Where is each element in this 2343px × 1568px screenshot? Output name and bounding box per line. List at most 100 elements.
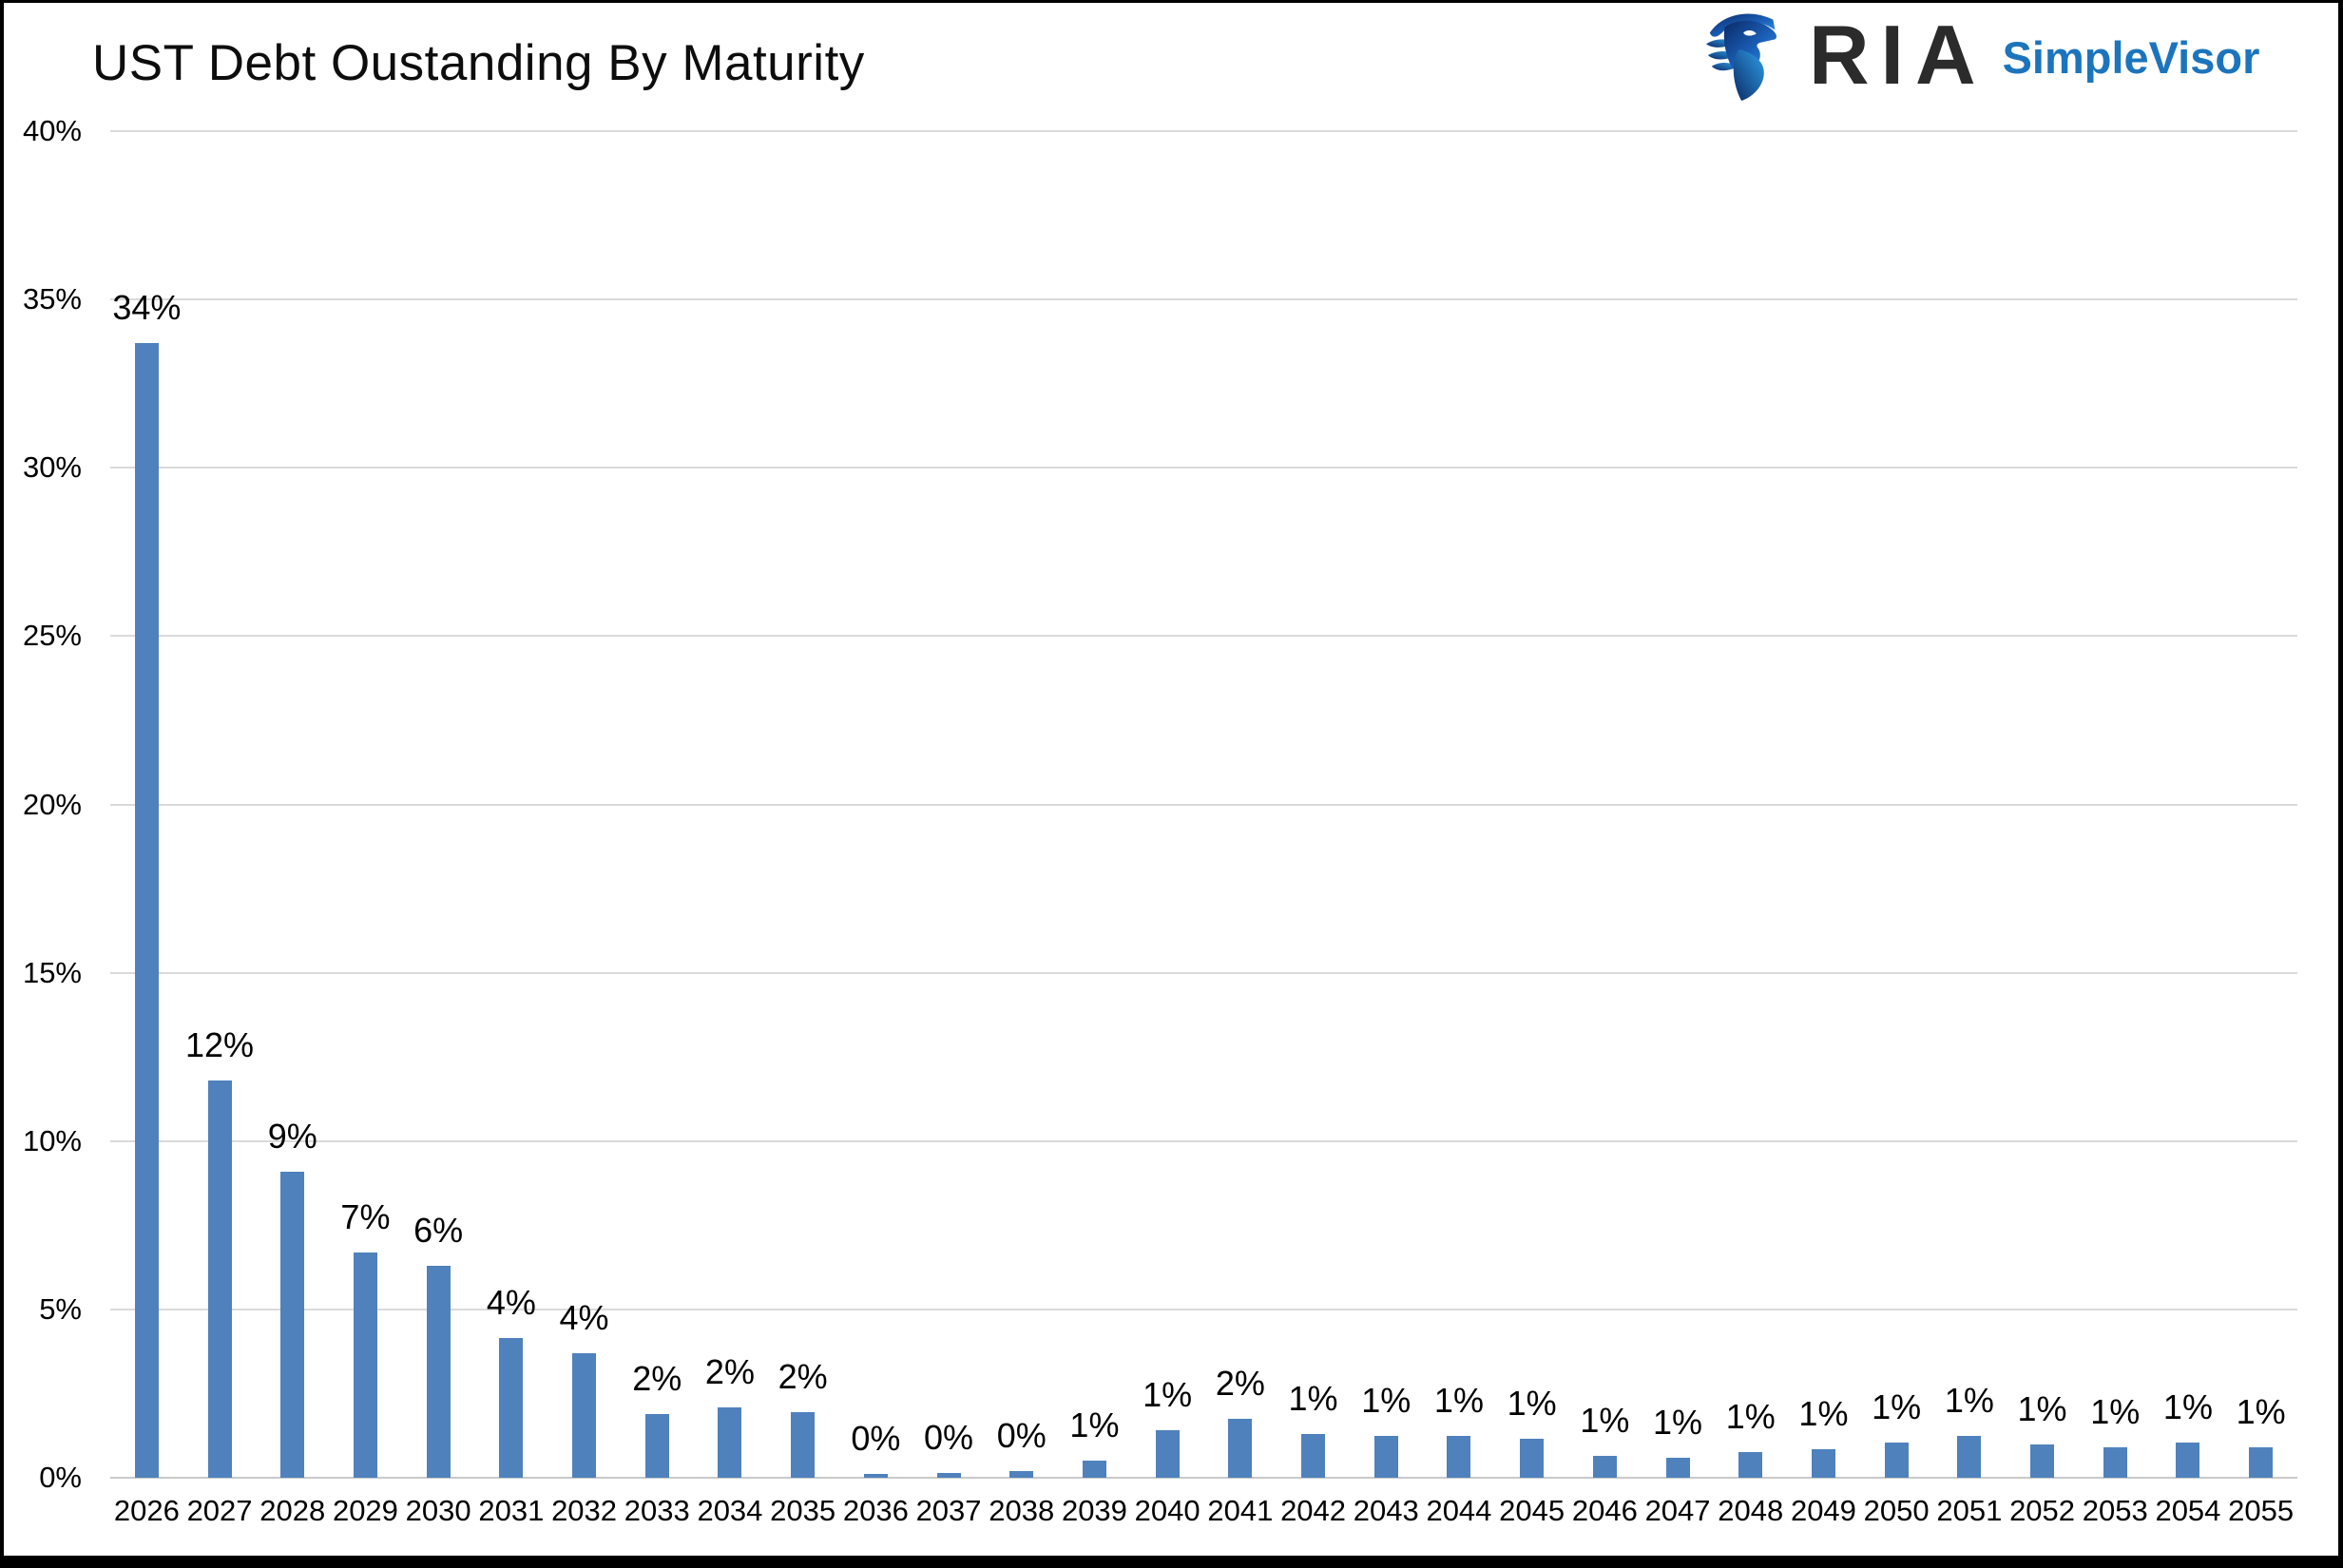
bar-value-label-2050: 1% — [1872, 1386, 1922, 1426]
gridline-40% — [110, 130, 2297, 132]
bar-value-label-2026: 34% — [112, 288, 182, 328]
bar-value-label-2040: 1% — [1143, 1375, 1193, 1415]
y-tick-40%: 40% — [22, 114, 82, 147]
bar-2034 — [718, 1406, 742, 1478]
x-tick-2053: 2053 — [2082, 1494, 2148, 1527]
y-axis-labels: 0% 5% 10% 15% 20% 25% 30% 35% 40% — [0, 114, 89, 1494]
x-tick-2051: 2051 — [1936, 1494, 2003, 1527]
bar-2040 — [1155, 1430, 1180, 1478]
bar-value-label-2054: 1% — [2162, 1386, 2213, 1426]
x-tick-2048: 2048 — [1718, 1494, 1784, 1527]
bar-2026 — [134, 343, 159, 1478]
chart-title: UST Debt Oustanding By Maturity — [92, 35, 865, 91]
bar-value-label-2052: 1% — [2017, 1388, 2067, 1428]
x-tick-2049: 2049 — [1790, 1494, 1856, 1527]
bar-value-label-2051: 1% — [1944, 1380, 1994, 1420]
x-tick-2042: 2042 — [1280, 1494, 1347, 1527]
bar-value-label-2045: 1% — [1507, 1384, 1557, 1424]
x-tick-2030: 2030 — [405, 1494, 471, 1527]
x-tick-2044: 2044 — [1426, 1494, 1492, 1527]
bar-2033 — [644, 1413, 669, 1478]
bar-value-label-2048: 1% — [1725, 1397, 1776, 1437]
bar-2036 — [863, 1474, 888, 1478]
x-tick-2052: 2052 — [2009, 1494, 2076, 1527]
bar-value-label-2049: 1% — [1798, 1393, 1849, 1433]
bar-value-label-2032: 4% — [559, 1297, 609, 1337]
gridline-5% — [110, 1308, 2297, 1310]
bar-value-label-2038: 0% — [996, 1415, 1047, 1455]
x-tick-2037: 2037 — [915, 1494, 982, 1527]
x-tick-2050: 2050 — [1863, 1494, 1930, 1527]
bar-value-label-2055: 1% — [2236, 1392, 2286, 1432]
gridline-10% — [110, 1139, 2297, 1142]
bar-value-label-2042: 1% — [1288, 1378, 1338, 1418]
bar-value-label-2028: 9% — [267, 1116, 317, 1156]
x-tick-2028: 2028 — [259, 1494, 326, 1527]
gridline-0% — [110, 1477, 2297, 1479]
x-tick-2036: 2036 — [842, 1494, 909, 1527]
x-tick-2043: 2043 — [1353, 1494, 1419, 1527]
x-tick-2027: 2027 — [186, 1494, 253, 1527]
y-tick-25%: 25% — [22, 619, 82, 653]
gridline-20% — [110, 803, 2297, 806]
x-tick-2033: 2033 — [624, 1494, 690, 1527]
bar-2049 — [1811, 1448, 1835, 1478]
bar-2030 — [426, 1265, 451, 1478]
gridline-30% — [110, 467, 2297, 469]
bar-2054 — [2176, 1442, 2200, 1478]
bar-2050 — [1884, 1442, 1909, 1478]
ria-logo-text: RIA — [1809, 8, 1988, 102]
bar-2039 — [1082, 1461, 1106, 1478]
plot-area: 34% 12% 9% 7% 6% 4% 4% 2% 2% 2% 0% 0% 0% 1% 1% 2% 1% 1% 1%… — [110, 130, 2297, 1479]
bar-2032 — [572, 1352, 597, 1478]
x-tick-2032: 2032 — [551, 1494, 618, 1527]
y-tick-0%: 0% — [39, 1461, 82, 1494]
x-tick-2045: 2045 — [1499, 1494, 1565, 1527]
x-tick-2031: 2031 — [478, 1494, 545, 1527]
bar-2038 — [1009, 1470, 1034, 1478]
bar-value-label-2035: 2% — [778, 1356, 828, 1396]
x-tick-2038: 2038 — [989, 1494, 1055, 1527]
bar-value-label-2044: 1% — [1433, 1380, 1484, 1420]
bar-value-label-2030: 6% — [413, 1210, 464, 1250]
bar-2044 — [1447, 1435, 1471, 1478]
y-tick-30%: 30% — [22, 450, 82, 485]
bar-2037 — [936, 1472, 961, 1478]
bar-value-label-2043: 1% — [1361, 1380, 1412, 1420]
x-tick-2039: 2039 — [1061, 1494, 1127, 1527]
gridline-25% — [110, 635, 2297, 638]
y-tick-35%: 35% — [22, 282, 82, 316]
bar-2043 — [1373, 1435, 1398, 1478]
bar-2031 — [499, 1338, 524, 1478]
bar-value-label-2046: 1% — [1580, 1400, 1630, 1440]
bar-2046 — [1592, 1455, 1617, 1478]
gridline-35% — [110, 298, 2297, 301]
x-tick-2054: 2054 — [2155, 1494, 2221, 1527]
bar-value-label-2037: 0% — [924, 1417, 974, 1457]
gridline-15% — [110, 971, 2297, 974]
bar-value-label-2033: 2% — [632, 1358, 682, 1398]
bar-2042 — [1301, 1433, 1326, 1478]
bar-2035 — [791, 1411, 816, 1478]
x-tick-2040: 2040 — [1134, 1494, 1200, 1527]
bar-2045 — [1520, 1439, 1545, 1478]
bar-2047 — [1665, 1457, 1690, 1478]
x-tick-2055: 2055 — [2228, 1494, 2295, 1527]
chart-background — [4, 3, 2338, 1556]
bar-2041 — [1228, 1419, 1253, 1478]
x-tick-2041: 2041 — [1207, 1494, 1274, 1527]
bar-value-label-2041: 2% — [1215, 1364, 1265, 1404]
x-axis-labels: 2026 2027 2028 2029 2030 2031 2032 2033 2034 2035… — [110, 1491, 2297, 1535]
ria-simplevisor-logo: RIA SimpleVisor — [1702, 8, 2259, 103]
bar-2028 — [280, 1171, 305, 1478]
bar-2027 — [207, 1080, 232, 1478]
bar-2052 — [2030, 1444, 2055, 1478]
bar-2051 — [1957, 1435, 1982, 1478]
bar-2048 — [1738, 1452, 1763, 1478]
bar-2053 — [2103, 1447, 2127, 1478]
bar-value-label-2036: 0% — [851, 1419, 901, 1459]
x-tick-2035: 2035 — [770, 1494, 836, 1527]
bar-2029 — [353, 1252, 377, 1478]
y-tick-10%: 10% — [22, 1123, 82, 1157]
